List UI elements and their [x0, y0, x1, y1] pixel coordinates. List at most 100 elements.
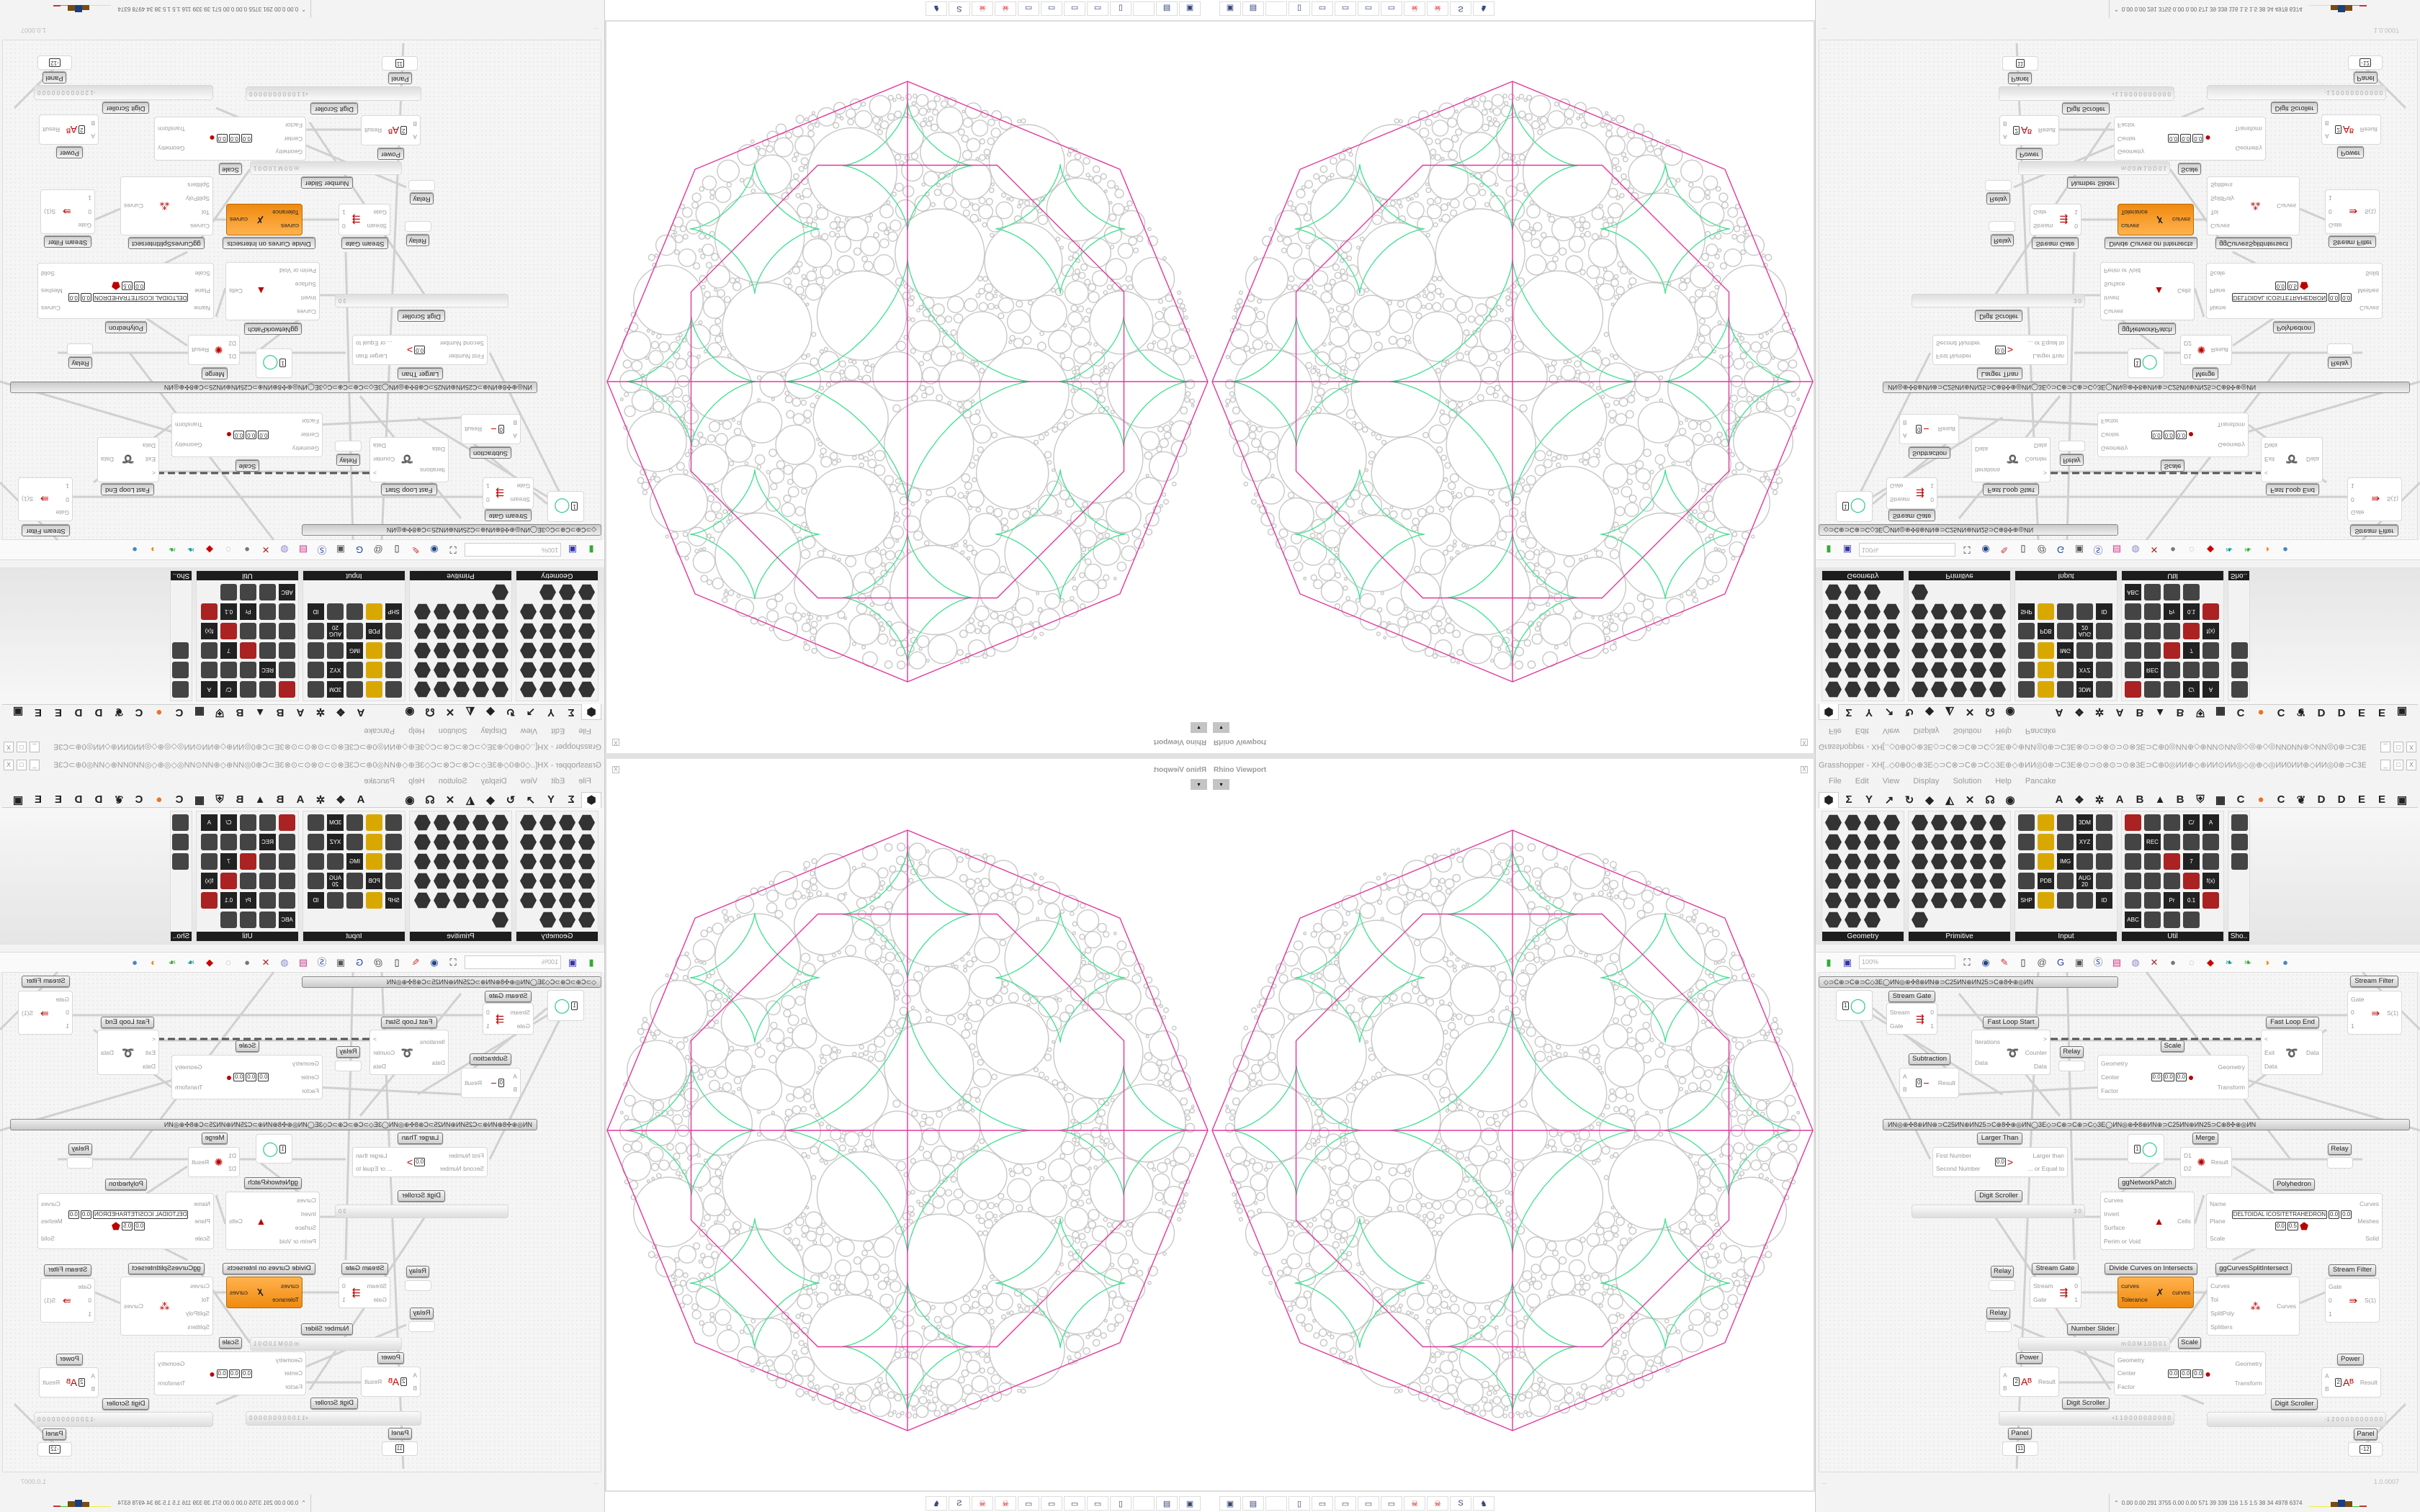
line-icon[interactable] [1845, 681, 1861, 698]
output-port[interactable]: Counter [2025, 456, 2047, 464]
tab-icon[interactable]: ↻ [506, 706, 516, 719]
sa-icon[interactable]: S [1450, 1, 1471, 16]
component-icon[interactable]: C/ [2183, 814, 2200, 831]
skull-red-icon[interactable]: ☠ [972, 1496, 993, 1511]
menu-help[interactable]: Help [1995, 777, 2012, 786]
param-value[interactable]: m 0.0 [2121, 165, 2136, 172]
ggcurvessplitintersect-component[interactable]: Curves Tol SplitPoly Splitters ⁂ Curves [120, 176, 213, 235]
toggle-icon[interactable] [2096, 662, 2112, 678]
p17-icon[interactable] [1931, 873, 1948, 889]
diamond-icon[interactable] [1845, 853, 1861, 870]
larger-than-component[interactable]: First Number Second Number 0.0 > Larger than… [1932, 335, 2068, 365]
param-value[interactable]: 0.0 [216, 134, 228, 143]
input-port[interactable]: Gate [78, 221, 91, 229]
gauge-icon[interactable] [2164, 912, 2180, 928]
tab-letter[interactable]: D [94, 793, 103, 806]
save-icon[interactable]: ▣ [568, 544, 578, 556]
p25-icon[interactable] [1989, 603, 2006, 620]
blank-icon[interactable] [1133, 1, 1155, 16]
tab-icon[interactable]: ◉ [405, 706, 415, 719]
tab-icon[interactable]: ✕ [445, 793, 455, 806]
output-port[interactable]: > [373, 469, 377, 477]
arrow-icon[interactable] [2164, 681, 2180, 698]
input-port[interactable]: Gate [373, 209, 387, 217]
panel-component[interactable]: -12 [2348, 1442, 2383, 1457]
param-value[interactable]: 0.0 [2151, 1073, 2162, 1081]
notepad-icon[interactable]: ▭ [1018, 1496, 1039, 1511]
p5-icon[interactable] [1989, 681, 2006, 698]
component-icon[interactable]: 3DM [2076, 681, 2093, 698]
tab-icon[interactable]: ⬢ [1819, 791, 1839, 808]
tab-icon[interactable]: ⬢ [1819, 704, 1839, 721]
p10-icon[interactable] [1989, 662, 2006, 678]
relay-label[interactable]: Relay [1991, 1266, 2015, 1277]
axes-icon[interactable] [279, 642, 295, 659]
point-icon[interactable] [578, 834, 595, 850]
egg-icon[interactable] [2164, 873, 2180, 889]
menu-solution[interactable]: Solution [1953, 777, 1982, 786]
menu-edit[interactable]: Edit [551, 777, 565, 786]
output-port[interactable]: Curves [41, 305, 60, 312]
relay-label[interactable]: Relay [405, 235, 429, 246]
input-port[interactable]: Gate [1890, 1022, 1904, 1030]
component-icon[interactable]: Pr [240, 603, 256, 620]
tab-icon[interactable]: ↻ [1904, 793, 1914, 806]
digit-scroller-label[interactable]: Digit Scroller [398, 310, 445, 322]
input-port[interactable]: Invert [2104, 1210, 2120, 1218]
param-value[interactable]: 0.0 [2180, 1369, 2192, 1378]
power-component[interactable]: A B 2 Aᴮ Result [1999, 115, 2059, 145]
output-port[interactable]: Transform [175, 421, 203, 428]
tab-icon[interactable]: ◉ [2005, 706, 2015, 719]
output-port[interactable]: Geometry [2235, 145, 2262, 153]
tab-letter[interactable]: ❦ [2296, 793, 2306, 806]
clock-icon[interactable] [346, 603, 363, 620]
search-s-icon[interactable]: Ⓢ [317, 544, 327, 556]
input-port[interactable]: 1 [2351, 482, 2354, 490]
tab-icon[interactable]: Y [547, 793, 555, 806]
save-64-icon[interactable]: ▤ [1156, 1496, 1178, 1511]
tab-letter[interactable]: ✲ [2094, 793, 2105, 806]
ggnetworkpatch-label[interactable]: ggNetworkPatch [244, 323, 302, 335]
p16-icon[interactable] [1912, 873, 1928, 889]
param-value[interactable]: 0 0 0 0 0 0 0 0 0 0 [37, 89, 84, 96]
gray-blob-icon[interactable]: ● [2170, 956, 2176, 968]
param-value[interactable]: 0 [339, 297, 342, 305]
input-port[interactable]: Gate [516, 482, 530, 490]
fast-loop-start-component[interactable]: Iterations Data ➰ > Counter Data [1971, 1030, 2051, 1075]
clock-icon[interactable] [2057, 603, 2074, 620]
relay-label[interactable]: Relay [1986, 193, 2010, 204]
p26-icon[interactable] [1912, 912, 1928, 928]
slider-icon[interactable] [385, 642, 402, 659]
save-64-icon[interactable]: ▤ [1242, 1496, 1264, 1511]
group-bar[interactable]: ИN◎⊕✣8⊕ИN⊕⊃C25ИN⊕ИN25⊃C⊕8✣⊕◎ИN◯3E◇⊃C⊕⊃C⊕… [1883, 382, 2410, 393]
input-port[interactable]: Curves [2210, 1282, 2230, 1290]
output-port[interactable]: 1 [1930, 482, 1934, 490]
new-file-icon[interactable]: ▮ [1826, 544, 1832, 556]
p15-icon[interactable] [414, 642, 431, 659]
input-port[interactable]: 0 [2351, 495, 2354, 503]
merge-component[interactable]: D1 D2 ✺ Result [2180, 1147, 2232, 1177]
folder-icon[interactable]: ▯ [1110, 1, 1131, 16]
relay-component[interactable] [335, 441, 362, 451]
output-port[interactable]: 0 [2074, 222, 2078, 230]
subtraction-label[interactable]: Subtraction [1909, 447, 1950, 459]
param-value[interactable]: 11 [395, 59, 405, 68]
close-button[interactable]: X [2406, 742, 2416, 752]
param-value[interactable]: 1 [2163, 165, 2166, 172]
tab-letter[interactable]: ● [156, 706, 163, 719]
input-port[interactable]: Surface [2104, 281, 2125, 289]
input-port[interactable]: 1 [2329, 1310, 2332, 1318]
component-icon[interactable]: ID [2096, 603, 2112, 620]
digit-scroller-label[interactable]: Digit Scroller [2271, 1398, 2318, 1410]
param-value[interactable]: 0 [2078, 1207, 2081, 1215]
circle-icon[interactable] [578, 623, 595, 639]
p20-icon[interactable] [1989, 623, 2006, 639]
net-icon[interactable] [1845, 912, 1861, 928]
notepad-icon[interactable]: ▭ [1041, 1496, 1062, 1511]
tab-letter[interactable]: A [296, 706, 305, 719]
menu-display[interactable]: Display [1913, 726, 1940, 735]
